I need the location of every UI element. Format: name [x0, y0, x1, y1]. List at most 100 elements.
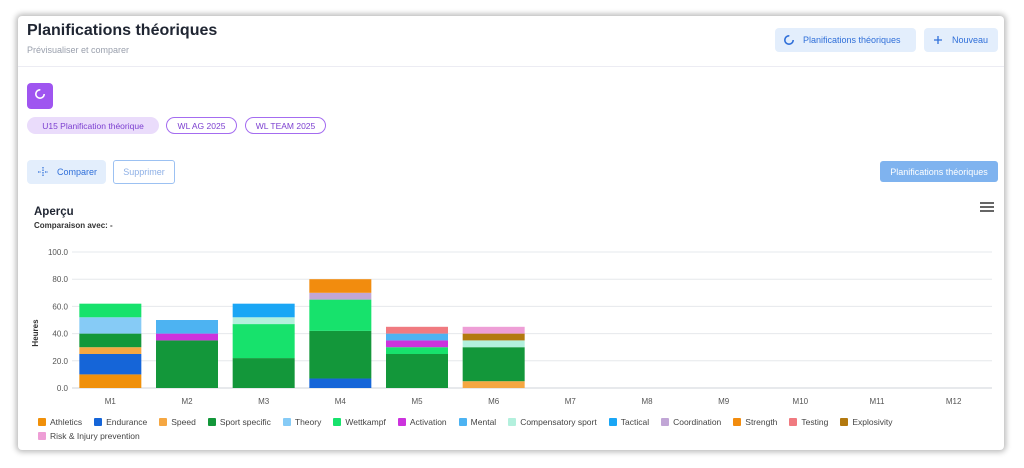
legend-label: Risk & Injury prevention [50, 431, 140, 441]
compare-button-label: Comparer [57, 167, 98, 177]
planifications-action-button[interactable]: Planifications théoriques [880, 161, 998, 182]
legend-item[interactable]: Risk & Injury prevention [38, 431, 140, 441]
legend-item[interactable]: Strength [733, 417, 777, 427]
legend-swatch [840, 418, 849, 426]
chip-u15-planification[interactable]: U15 Planification théorique [27, 117, 159, 134]
stacked-bar-chart: Heures 0.0 20.0 40.0 60.0 80.0 100.0 M1 M2 M3 M4 M… [31, 248, 992, 406]
bar-segment[interactable] [232, 303, 295, 318]
legend-item[interactable]: Speed [159, 417, 196, 427]
legend-swatch [789, 418, 798, 426]
chart-menu-icon[interactable] [980, 202, 994, 212]
plan-avatar[interactable] [27, 83, 53, 109]
bar-segment[interactable] [79, 354, 142, 375]
pie-chart-icon [783, 34, 795, 46]
legend-item[interactable]: Mental [458, 417, 497, 427]
chart-legend: Athletics Endurance Speed Sport specific The… [38, 417, 918, 441]
legend-label: Activation [409, 417, 447, 427]
legend-item[interactable]: Wettkampf [333, 417, 386, 427]
bar-segment[interactable] [156, 340, 218, 388]
page-title: Planifications théoriques [27, 22, 218, 39]
legend-swatch [38, 432, 46, 440]
bar-segment[interactable] [386, 326, 448, 334]
legend-swatch [397, 418, 406, 426]
bar-segment[interactable] [462, 333, 525, 341]
bar-segment[interactable] [386, 354, 448, 388]
bar-segment[interactable] [232, 324, 295, 359]
legend-label: Tactical [620, 417, 650, 427]
x-tick-label: M12 [946, 397, 962, 406]
bar-segment[interactable] [79, 317, 142, 334]
x-tick-label: M1 [105, 397, 117, 406]
compare-button[interactable]: Comparer [27, 160, 106, 184]
legend-item[interactable]: Activation [397, 417, 447, 427]
bar-segment[interactable] [309, 279, 372, 293]
legend-label: Mental [470, 417, 497, 427]
plus-icon [932, 34, 944, 46]
bar-segment[interactable] [462, 326, 525, 334]
legend-swatch [458, 418, 467, 426]
legend-swatch [207, 418, 216, 426]
legend-swatch [733, 418, 742, 426]
planifications-button[interactable]: Planifications théoriques [775, 28, 916, 52]
legend-label: Compensatory sport [520, 417, 597, 427]
legend-label: Strength [745, 417, 778, 427]
legend-swatch [94, 418, 103, 426]
bar-segment[interactable] [309, 299, 372, 331]
legend-label: Explosivity [852, 417, 893, 427]
legend-item[interactable]: Athletics [38, 417, 82, 427]
bar-segment[interactable] [462, 381, 525, 388]
bar-segment[interactable] [386, 340, 448, 348]
bar-segment[interactable] [232, 317, 295, 325]
legend-item[interactable]: Testing [789, 417, 828, 427]
bar-segment[interactable] [309, 292, 372, 300]
delete-button[interactable]: Supprimer [113, 160, 175, 184]
chip-label: U15 Planification théorique [42, 120, 144, 131]
bar-segment[interactable] [386, 333, 448, 341]
legend-swatch [38, 418, 46, 426]
legend-item[interactable]: Tactical [608, 417, 650, 427]
chart-title: Aperçu [34, 206, 74, 218]
chip-wl-ag-2025[interactable]: WL AG 2025 [166, 117, 237, 134]
page-header: Planifications théoriques Prévisualiser … [18, 16, 1004, 67]
bar-segment[interactable] [156, 320, 218, 334]
legend-item[interactable]: Coordination [661, 417, 721, 427]
bar-segment[interactable] [309, 330, 372, 379]
legend-item[interactable]: Compensatory sport [508, 417, 597, 427]
bar-segment[interactable] [79, 333, 142, 348]
chip-label: WL TEAM 2025 [255, 120, 316, 131]
plan-icon [34, 87, 46, 105]
legend-item[interactable]: Endurance [94, 417, 147, 427]
bar-segment[interactable] [79, 347, 142, 354]
bar-segment[interactable] [79, 374, 142, 388]
bar-segment[interactable] [309, 378, 372, 388]
legend-item[interactable]: Explosivity [840, 417, 893, 427]
y-tick-label: 40.0 [52, 330, 68, 339]
legend-label: Sport specific [219, 417, 271, 427]
legend-label: Testing [801, 417, 829, 427]
legend-label: Speed [171, 417, 196, 427]
y-tick-label: 20.0 [52, 357, 68, 366]
chip-label: WL AG 2025 [177, 120, 226, 131]
planifications-button-label: Planifications théoriques [803, 35, 901, 45]
bar-segment[interactable] [462, 340, 525, 348]
bar-segment[interactable] [156, 333, 218, 341]
bar-segment[interactable] [386, 347, 448, 354]
chip-wl-team-2025[interactable]: WL TEAM 2025 [245, 117, 326, 134]
bar-segment[interactable] [232, 358, 295, 388]
legend-item[interactable]: Theory [282, 417, 321, 427]
compare-icon [37, 166, 49, 178]
new-button[interactable]: Nouveau [924, 28, 998, 52]
x-tick-label: M2 [181, 397, 193, 406]
x-tick-label: M3 [258, 397, 270, 406]
x-tick-label: M10 [793, 397, 809, 406]
y-tick-label: 0.0 [57, 384, 69, 393]
x-tick-label: M8 [641, 397, 653, 406]
legend-swatch [333, 418, 342, 426]
x-tick-label: M4 [335, 397, 347, 406]
bar-segment[interactable] [462, 347, 525, 382]
bar-segment[interactable] [79, 303, 142, 318]
legend-swatch [282, 418, 291, 426]
legend-label: Coordination [673, 417, 722, 427]
legend-swatch [661, 418, 670, 426]
legend-item[interactable]: Sport specific [207, 417, 271, 427]
